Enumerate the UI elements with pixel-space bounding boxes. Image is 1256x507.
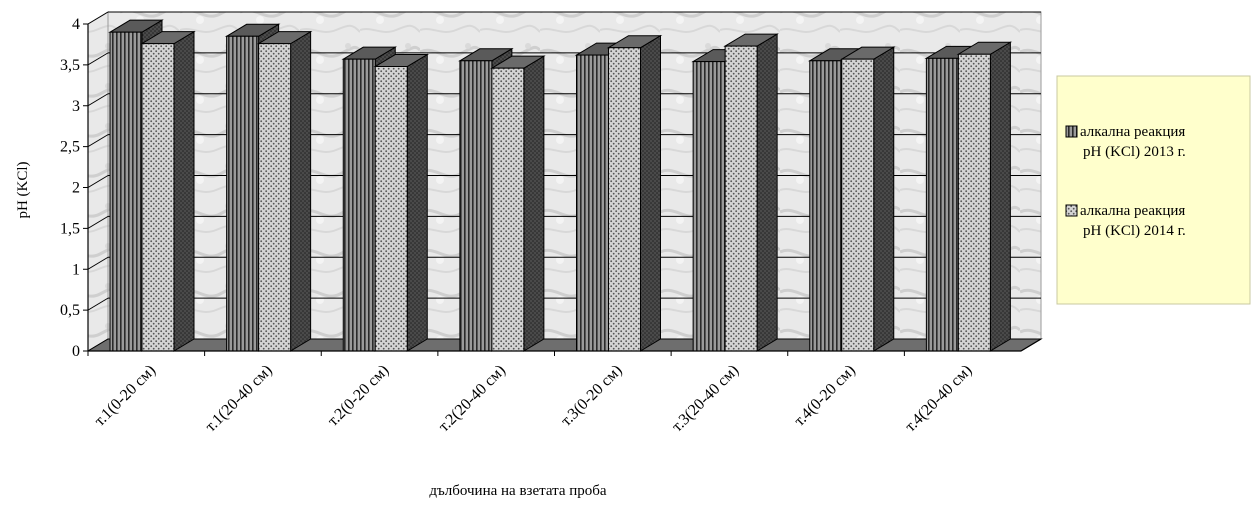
y-tick-label: 2,5 xyxy=(60,139,80,156)
bars xyxy=(108,19,1013,352)
y-tick-label: 4 xyxy=(72,16,80,33)
legend-entry: алкална реакция pH (KCl) 2013 г. xyxy=(1065,124,1186,160)
y-tick-label: 3 xyxy=(72,98,80,115)
legend-label: алкална реакция xyxy=(1080,124,1185,140)
y-tick-label: 3,5 xyxy=(60,57,80,74)
y-tick-label: 1,5 xyxy=(60,220,80,237)
bar xyxy=(606,34,663,352)
bar xyxy=(256,30,313,352)
gridline xyxy=(87,11,1041,25)
legend-box xyxy=(1056,75,1251,305)
x-tick-label: т.4(0-20 см) xyxy=(791,362,859,430)
legend-label: pH (KCl) 2014 г. xyxy=(1083,223,1186,239)
x-tick-labels: т.1(0-20 см) т.1(20-40 см) т.2(0-20 см) т.2… xyxy=(87,351,976,436)
floor-edge xyxy=(1020,338,1042,352)
x-axis-title: дълбочина на взетата проба xyxy=(429,483,607,499)
y-tick-label: 0,5 xyxy=(60,302,80,319)
legend-entry: алкална реакция pH (KCl) 2014 г. xyxy=(1065,203,1186,239)
legend-swatch xyxy=(1065,125,1078,138)
x-tick-label: т.1(0-20 см) xyxy=(91,362,159,430)
x-tick-label: т.3(0-20 см) xyxy=(558,362,626,430)
legend-label: pH (KCl) 2013 г. xyxy=(1083,144,1186,160)
x-tick-label: т.1(20-40 см) xyxy=(202,362,276,436)
bar xyxy=(839,46,896,352)
y-tick-label: 0 xyxy=(72,343,80,360)
x-tick-label: т.4(20-40 см) xyxy=(902,362,976,436)
bar xyxy=(956,41,1013,352)
bar xyxy=(373,53,430,352)
x-tick-label: т.2(0-20 см) xyxy=(325,362,393,430)
bar xyxy=(140,30,196,352)
x-tick-label: т.2(20-40 см) xyxy=(435,362,509,436)
legend-label: алкална реакция xyxy=(1080,203,1185,219)
bar xyxy=(490,55,546,352)
y-axis-title: pH (KCl) xyxy=(15,161,31,218)
y-tick-labels: 0 0,5 1 1,5 2 2,5 3 3,5 4 xyxy=(60,16,88,360)
bar xyxy=(723,33,779,352)
x-tick-label: т.3(20-40 см) xyxy=(669,362,743,436)
y-tick-label: 2 xyxy=(72,180,80,197)
legend-swatch xyxy=(1065,204,1078,217)
y-tick-label: 1 xyxy=(72,261,80,278)
